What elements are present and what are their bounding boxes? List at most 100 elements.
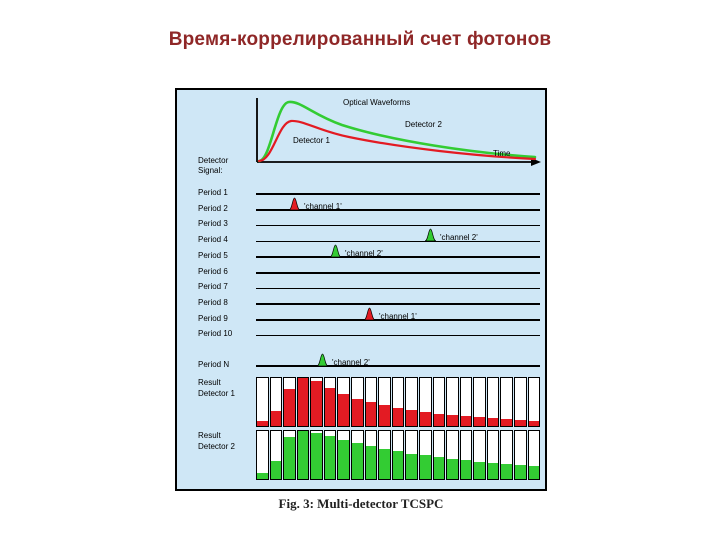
histogram-bar-fill: [338, 440, 350, 479]
time-label: Time: [493, 149, 511, 158]
histogram-bar-fill: [284, 436, 295, 479]
result1-label-line1: Result: [198, 378, 221, 387]
histogram-bar-fill: [433, 413, 445, 426]
detector2-label: Detector 2: [405, 120, 442, 129]
period-label: Period 8: [198, 298, 228, 308]
period-label: Period N: [198, 360, 230, 369]
histogram-bar-fill: [447, 414, 458, 426]
period-row: Period 10: [177, 322, 545, 339]
histogram-bar: [418, 377, 432, 427]
histogram-bar: [364, 377, 378, 427]
histogram-bar-fill: [487, 463, 499, 479]
period-row: Period 9 'channel 1': [177, 307, 545, 323]
period-label: Period 10: [198, 329, 233, 339]
histogram-bar-fill: [514, 465, 526, 479]
period-row: Period 5 'channel 2': [177, 244, 545, 260]
result2-label-line1: Result: [198, 431, 221, 440]
histogram-bar: [337, 377, 351, 427]
period-label: Period 1: [198, 188, 228, 197]
histogram-bar: [378, 430, 391, 480]
period-line: [256, 319, 540, 321]
period-row: Period 7: [177, 275, 545, 291]
result-detector2-histogram: [256, 430, 541, 480]
histogram-bar: [269, 430, 283, 480]
histogram-bar-fill: [501, 419, 512, 426]
histogram-bar-fill: [297, 431, 309, 479]
detector-signal-label: Detector Signal:: [198, 156, 228, 176]
optical-waveform-chart: [256, 98, 541, 166]
detector1-label: Detector 1: [293, 136, 330, 145]
histogram-bar: [283, 377, 296, 427]
period-row: Period 8: [177, 291, 545, 308]
photon-pulse-red-icon: [288, 197, 301, 211]
histogram-bar-fill: [419, 412, 431, 426]
histogram-bar-fill: [474, 461, 485, 479]
period-row: Period 6: [177, 260, 545, 276]
histogram-bar-fill: [365, 446, 377, 479]
result-detector1-histogram: [256, 377, 541, 427]
histogram-bar: [527, 377, 541, 427]
histogram-bar: [269, 377, 283, 427]
histogram-bar-fill: [419, 455, 431, 479]
histogram-bar: [337, 430, 351, 480]
histogram-bar: [446, 430, 459, 480]
result-detector2-label: Result Detector 2: [198, 431, 235, 453]
slide-title: Время-коррелированный счет фотонов: [168, 29, 552, 50]
photon-pulse-green-icon: [316, 353, 329, 367]
histogram-bar-fill: [501, 464, 512, 479]
histogram-bar: [391, 377, 405, 427]
result-detector1-label: Result Detector 1: [198, 378, 235, 400]
histogram-bar: [473, 430, 486, 480]
figure-content: Optical Waveforms Detector 2 Detector 1 …: [177, 90, 545, 489]
tcspc-figure: Optical Waveforms Detector 2 Detector 1 …: [175, 88, 547, 491]
period-label: Period 5: [198, 250, 228, 260]
histogram-bar: [391, 430, 405, 480]
photon-pulse-red-icon: [363, 307, 376, 321]
channel-label: 'channel 2': [440, 233, 478, 243]
histogram-bar: [500, 430, 513, 480]
histogram-bar: [310, 377, 323, 427]
result2-label-line2: Detector 2: [198, 441, 235, 451]
period-label: Period 3: [198, 219, 228, 229]
histogram-bar: [459, 377, 473, 427]
histogram-bar-fill: [406, 453, 417, 479]
histogram-bar: [323, 377, 337, 427]
histogram-bar-fill: [352, 443, 363, 479]
detector2-curve: [257, 100, 537, 163]
histogram-bar: [432, 377, 446, 427]
histogram-bar: [486, 430, 500, 480]
histogram-bar: [283, 430, 296, 480]
histogram-bar: [364, 430, 378, 480]
histogram-bar: [378, 377, 391, 427]
period-row: Period 1: [177, 181, 545, 197]
histogram-bar-fill: [379, 448, 390, 479]
channel-label: 'channel 1': [304, 201, 342, 211]
period-row: Period 4 'channel 2': [177, 228, 545, 245]
period-label: Period 4: [198, 235, 228, 245]
optical-waveforms-label: Optical Waveforms: [343, 98, 411, 107]
histogram-bar-fill: [270, 460, 282, 479]
histogram-bar-fill: [392, 407, 404, 426]
histogram-bar-fill: [257, 421, 268, 426]
histogram-bar: [351, 430, 364, 480]
period-line: [256, 365, 540, 367]
period-line: [256, 272, 540, 274]
histogram-bar-fill: [474, 417, 485, 426]
histogram-bar: [405, 377, 418, 427]
period-line: [256, 240, 540, 243]
period-line: [256, 209, 540, 211]
histogram-bar-fill: [433, 457, 445, 479]
histogram-bar-fill: [270, 410, 282, 426]
detector-signal-line1: Detector: [198, 156, 229, 165]
figure-caption: Fig. 3: Multi-detector TCSPC: [278, 496, 444, 511]
period-label: Period 9: [198, 313, 228, 323]
histogram-bar: [473, 377, 486, 427]
histogram-bar-fill: [365, 402, 377, 426]
histogram-bar-fill: [338, 394, 350, 426]
histogram-bar-fill: [297, 378, 309, 426]
detector-signal-line2: Signal:: [198, 166, 223, 175]
period-row: Period 3: [177, 212, 545, 229]
period-row: Period N 'channel 2': [177, 353, 545, 369]
histogram-bar: [432, 430, 446, 480]
period-row: Period 2 'channel 1': [177, 197, 545, 213]
